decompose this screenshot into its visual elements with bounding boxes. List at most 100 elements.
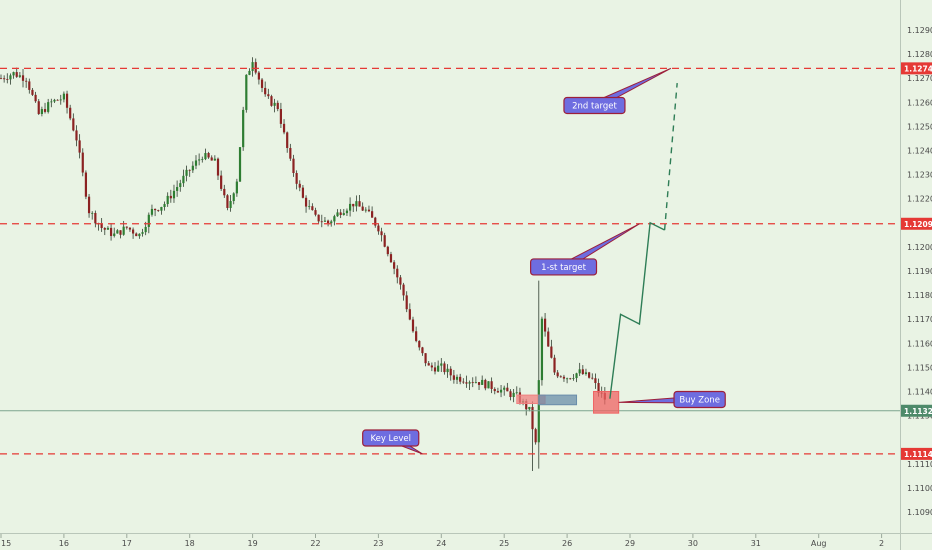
candle-body — [179, 183, 182, 188]
time-axis[interactable]: 15 16 17 18 19 22 23 24 25 26 29 30 31 Aug 2 — [0, 534, 884, 548]
candle-body — [355, 201, 358, 207]
y-tick-label: 1.12000 — [907, 243, 932, 252]
level-price-label: 1.12096 — [904, 220, 932, 229]
candle-body — [279, 109, 283, 124]
candle-body — [550, 346, 553, 358]
candle-body — [106, 227, 110, 230]
candle-body — [81, 152, 84, 173]
candle-body — [213, 158, 216, 161]
candle-body — [493, 388, 496, 392]
projection-dashed[interactable] — [663, 82, 678, 231]
candle-body — [499, 389, 503, 393]
candle-body — [345, 210, 349, 214]
candle-body — [361, 206, 364, 211]
projection-solid[interactable] — [609, 221, 665, 399]
candle-body — [182, 175, 185, 184]
candle-body — [330, 221, 333, 224]
candle-body — [210, 157, 213, 161]
candle-body — [389, 254, 393, 263]
candle-body — [543, 318, 547, 332]
candle-body — [311, 206, 314, 211]
candle-body — [34, 94, 37, 102]
candle-body — [245, 74, 248, 110]
candle-body — [141, 232, 144, 234]
candle-body — [364, 209, 367, 211]
candle-body — [348, 203, 352, 211]
2nd-target-callout[interactable]: 2nd target — [563, 67, 672, 115]
x-tick-label: 26 — [562, 539, 572, 548]
candle-body — [399, 277, 402, 285]
candle-body — [172, 190, 176, 199]
candle-body — [333, 216, 336, 222]
candle-body — [270, 96, 273, 106]
candle-body — [411, 319, 415, 332]
candle-body — [427, 363, 430, 366]
y-tick-label: 1.12800 — [907, 50, 932, 59]
candle-body — [25, 80, 28, 82]
callout-box — [673, 390, 726, 409]
candle-body — [528, 406, 531, 410]
candle-body — [437, 365, 440, 372]
x-tick-label: 17 — [122, 539, 132, 548]
candle-body — [597, 383, 600, 393]
key-level-callout[interactable]: Key Level — [362, 429, 423, 455]
candle-body — [339, 212, 342, 215]
candle-body — [138, 233, 141, 237]
candle-body — [72, 118, 75, 131]
candle-body — [103, 227, 106, 230]
price-axis[interactable]: 1.12900 1.12800 1.12700 1.12600 1.12500 1.124… — [907, 26, 932, 517]
candle-body — [336, 212, 339, 217]
current-price-badge — [901, 404, 932, 417]
candle-body — [109, 227, 113, 236]
level-price-badge — [901, 217, 932, 230]
candle-body — [301, 187, 305, 198]
candle-body — [207, 153, 210, 158]
candle-body — [525, 401, 528, 410]
1st-target-callout[interactable]: 1-st target — [530, 223, 640, 276]
current-price-label: 1.11320 — [904, 407, 932, 416]
candle-body — [377, 225, 380, 232]
candle-body — [276, 102, 279, 110]
candle-body — [226, 195, 229, 208]
candle-body — [87, 196, 91, 214]
candle-body — [295, 172, 298, 184]
candle-body — [320, 221, 323, 223]
callout-box — [362, 429, 420, 447]
projection — [609, 82, 678, 399]
candle-body — [232, 193, 235, 202]
candle-body — [75, 130, 78, 141]
blue-box-25[interactable] — [538, 394, 578, 406]
y-tick-label: 1.11100 — [907, 460, 932, 469]
candle-body — [374, 217, 377, 226]
level-price-badge — [901, 447, 932, 460]
candle-body — [562, 376, 566, 379]
x-tick-label: 30 — [688, 539, 698, 548]
candle-body — [144, 226, 147, 233]
candle-body — [292, 158, 295, 173]
buy-zone-callout[interactable]: Buy Zone — [618, 390, 726, 409]
buy-box[interactable] — [593, 390, 620, 414]
candle-body — [286, 132, 289, 148]
candle-body — [260, 79, 264, 88]
candle-body — [131, 229, 135, 234]
candle-body — [433, 367, 437, 372]
candle-body — [62, 93, 65, 100]
candle-body — [204, 153, 207, 160]
candle-body — [56, 99, 59, 101]
candle-body — [496, 391, 500, 393]
candle-body — [515, 392, 518, 394]
candle-body — [314, 210, 317, 215]
candle-body — [418, 340, 421, 348]
candle-body — [581, 369, 584, 374]
candle-body — [194, 160, 198, 166]
candle-body — [443, 363, 446, 373]
candle-body — [65, 93, 69, 108]
candle-body — [556, 372, 559, 377]
candle-body — [440, 363, 443, 366]
candle-body — [358, 201, 361, 207]
candle-body — [113, 233, 116, 236]
x-tick-label: 25 — [499, 539, 509, 548]
candle-body — [452, 375, 455, 380]
